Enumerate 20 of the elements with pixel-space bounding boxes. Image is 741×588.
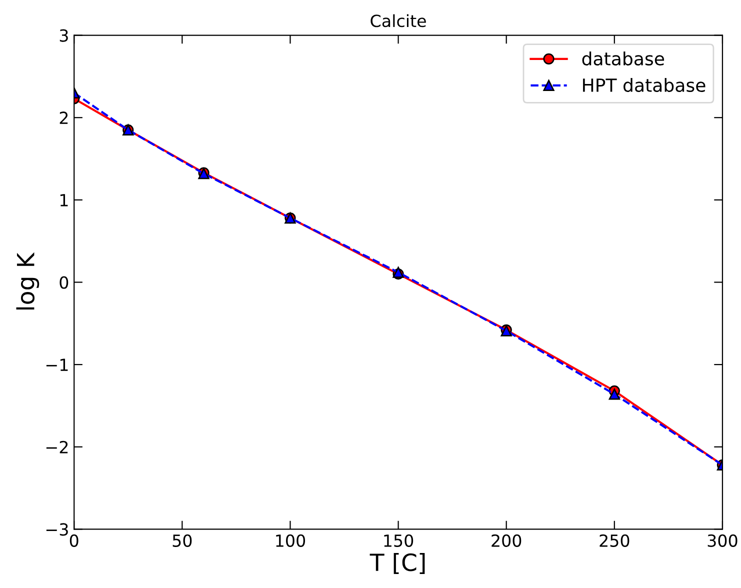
x-tick-label: 0	[70, 534, 78, 547]
y-tick-label: −1	[46, 358, 68, 371]
y-axis-title: log K	[16, 252, 40, 310]
y-tick-label: 0	[60, 276, 68, 289]
chart-title: Calcite	[370, 14, 426, 28]
point	[608, 388, 620, 400]
y-tick-label: 3	[60, 29, 68, 42]
x-tick-label: 100	[276, 534, 306, 547]
y-tick-label: 2	[60, 112, 68, 124]
x-tick-label: 300	[708, 534, 738, 547]
y-tick-label: 1	[60, 194, 68, 206]
legend-label: database	[582, 52, 664, 66]
x-axis-title: T [C]	[370, 552, 425, 574]
x-tick-label: 150	[384, 534, 414, 547]
legend-label: HPT database	[583, 78, 706, 92]
y-tick-label: −2	[46, 440, 68, 454]
x-tick-label: 50	[172, 534, 192, 547]
x-tick-label: 250	[600, 534, 630, 547]
y-tick-label: −3	[46, 523, 68, 536]
x-tick-label: 200	[492, 534, 522, 547]
